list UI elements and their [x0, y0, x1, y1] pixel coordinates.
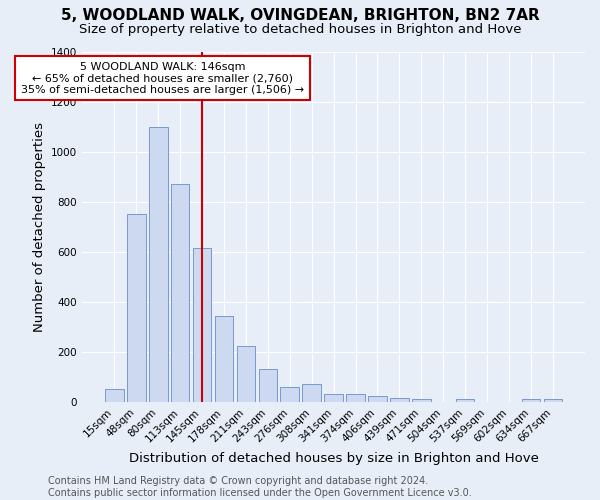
X-axis label: Distribution of detached houses by size in Brighton and Hove: Distribution of detached houses by size …: [128, 452, 539, 465]
Bar: [259, 370, 277, 402]
Bar: [390, 398, 409, 402]
Bar: [346, 394, 365, 402]
Bar: [149, 126, 167, 402]
Text: 5, WOODLAND WALK, OVINGDEAN, BRIGHTON, BN2 7AR: 5, WOODLAND WALK, OVINGDEAN, BRIGHTON, B…: [61, 8, 539, 22]
Bar: [521, 400, 540, 402]
Text: Size of property relative to detached houses in Brighton and Hove: Size of property relative to detached ho…: [79, 22, 521, 36]
Bar: [215, 316, 233, 402]
Bar: [280, 387, 299, 402]
Text: 5 WOODLAND WALK: 146sqm
← 65% of detached houses are smaller (2,760)
35% of semi: 5 WOODLAND WALK: 146sqm ← 65% of detache…: [21, 62, 304, 94]
Bar: [368, 396, 387, 402]
Bar: [127, 214, 146, 402]
Bar: [302, 384, 321, 402]
Bar: [324, 394, 343, 402]
Bar: [544, 400, 562, 402]
Text: Contains HM Land Registry data © Crown copyright and database right 2024.
Contai: Contains HM Land Registry data © Crown c…: [48, 476, 472, 498]
Bar: [456, 400, 475, 402]
Bar: [193, 248, 211, 402]
Bar: [171, 184, 190, 402]
Bar: [236, 346, 255, 402]
Y-axis label: Number of detached properties: Number of detached properties: [32, 122, 46, 332]
Bar: [412, 400, 431, 402]
Bar: [105, 390, 124, 402]
